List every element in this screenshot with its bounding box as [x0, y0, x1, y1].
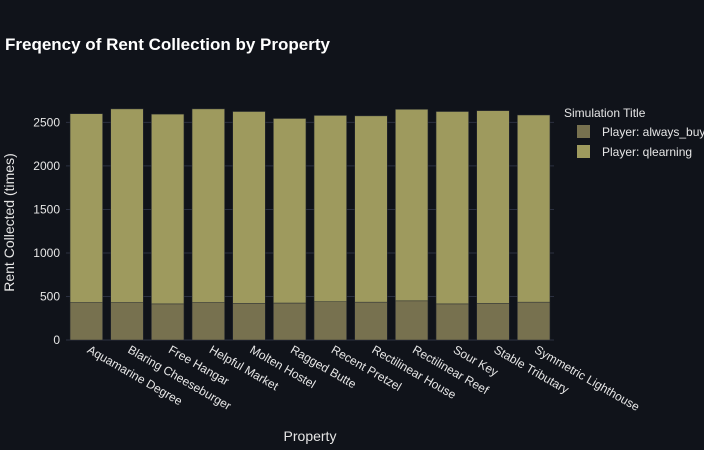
- bar-qlearning[interactable]: [476, 110, 510, 304]
- bar-qlearning[interactable]: [151, 113, 185, 305]
- bar-qlearning[interactable]: [395, 109, 429, 302]
- legend-swatch: [577, 145, 590, 158]
- legend-label: Player: always_buy: [602, 125, 704, 139]
- y-tick-label: 500: [40, 289, 60, 303]
- bar-always-buy[interactable]: [395, 300, 429, 341]
- bar-qlearning[interactable]: [232, 111, 266, 304]
- bar-qlearning[interactable]: [517, 114, 551, 303]
- legend-label: Player: qlearning: [602, 145, 692, 159]
- legend-swatch: [577, 125, 590, 138]
- bars: [69, 108, 551, 341]
- bar-always-buy[interactable]: [151, 303, 185, 341]
- y-tick-label: 1000: [33, 246, 60, 260]
- legend-item[interactable]: Player: always_buy: [577, 125, 704, 139]
- legend-title: Simulation Title: [564, 106, 646, 120]
- bar-qlearning[interactable]: [354, 115, 388, 303]
- bar-always-buy[interactable]: [435, 303, 469, 341]
- bar-always-buy[interactable]: [273, 302, 307, 341]
- bar-always-buy[interactable]: [191, 302, 225, 341]
- bar-qlearning[interactable]: [273, 118, 307, 304]
- y-tick-label: 2500: [33, 115, 60, 129]
- bar-always-buy[interactable]: [69, 302, 103, 341]
- y-axis-title: Rent Collected (times): [1, 153, 17, 292]
- bar-qlearning[interactable]: [69, 113, 103, 303]
- bar-always-buy[interactable]: [354, 301, 388, 341]
- bar-always-buy[interactable]: [313, 301, 347, 341]
- legend-item[interactable]: Player: qlearning: [577, 145, 692, 159]
- bar-qlearning[interactable]: [191, 108, 225, 303]
- bar-qlearning[interactable]: [435, 111, 469, 305]
- bar-always-buy[interactable]: [517, 301, 551, 341]
- bar-qlearning[interactable]: [110, 108, 144, 303]
- bar-always-buy[interactable]: [476, 303, 510, 341]
- chart-title: Freqency of Rent Collection by Property: [5, 35, 330, 54]
- bar-qlearning[interactable]: [313, 115, 347, 302]
- gridlines: [66, 121, 554, 341]
- legend[interactable]: Simulation Title Player: always_buy Playe…: [564, 106, 704, 159]
- bar-always-buy[interactable]: [110, 302, 144, 341]
- y-tick-label: 1500: [33, 202, 60, 216]
- x-axis-title: Property: [284, 428, 337, 444]
- y-tick-label: 0: [53, 333, 60, 347]
- y-axis-ticks: 0 500 1000 1500 2000 2500: [33, 115, 60, 347]
- bar-always-buy[interactable]: [232, 303, 266, 341]
- y-tick-label: 2000: [33, 159, 60, 173]
